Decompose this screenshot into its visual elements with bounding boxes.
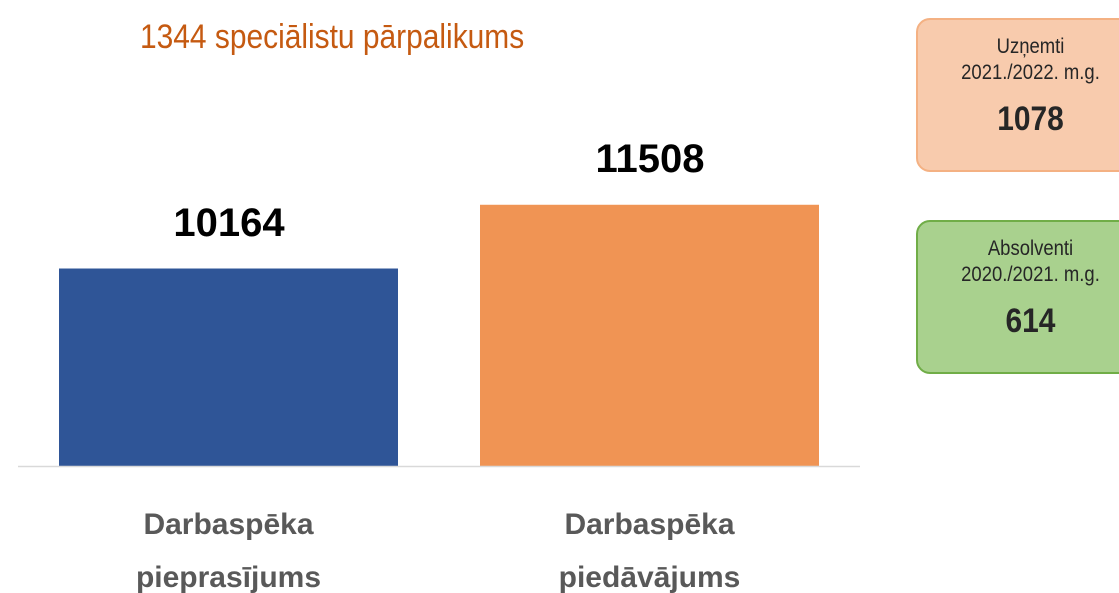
value-label: 10164 bbox=[173, 200, 285, 245]
value-label: 11508 bbox=[595, 136, 705, 181]
bar bbox=[480, 204, 819, 466]
x-tick-label: Darbaspēka pieprasījums bbox=[135, 508, 322, 593]
box-label: Uzņemti bbox=[996, 35, 1065, 58]
info-box: Absolventi 2020./2021. m.g. 614 bbox=[916, 220, 1119, 374]
chart-title: 1344 speciālistu pārpalikums bbox=[140, 18, 525, 56]
box-label: 2020./2021. m.g. bbox=[961, 263, 1100, 286]
box-label: 2021./2022. m.g. bbox=[961, 61, 1100, 84]
box-value: 614 bbox=[1005, 302, 1056, 340]
box-value: 1078 bbox=[997, 100, 1064, 138]
box-label: Absolventi bbox=[987, 237, 1074, 260]
info-box: Uzņemti 2021./2022. m.g. 1078 bbox=[916, 18, 1119, 172]
bar bbox=[59, 268, 398, 466]
x-tick-label: Darbaspēka piedāvājums bbox=[558, 508, 741, 593]
